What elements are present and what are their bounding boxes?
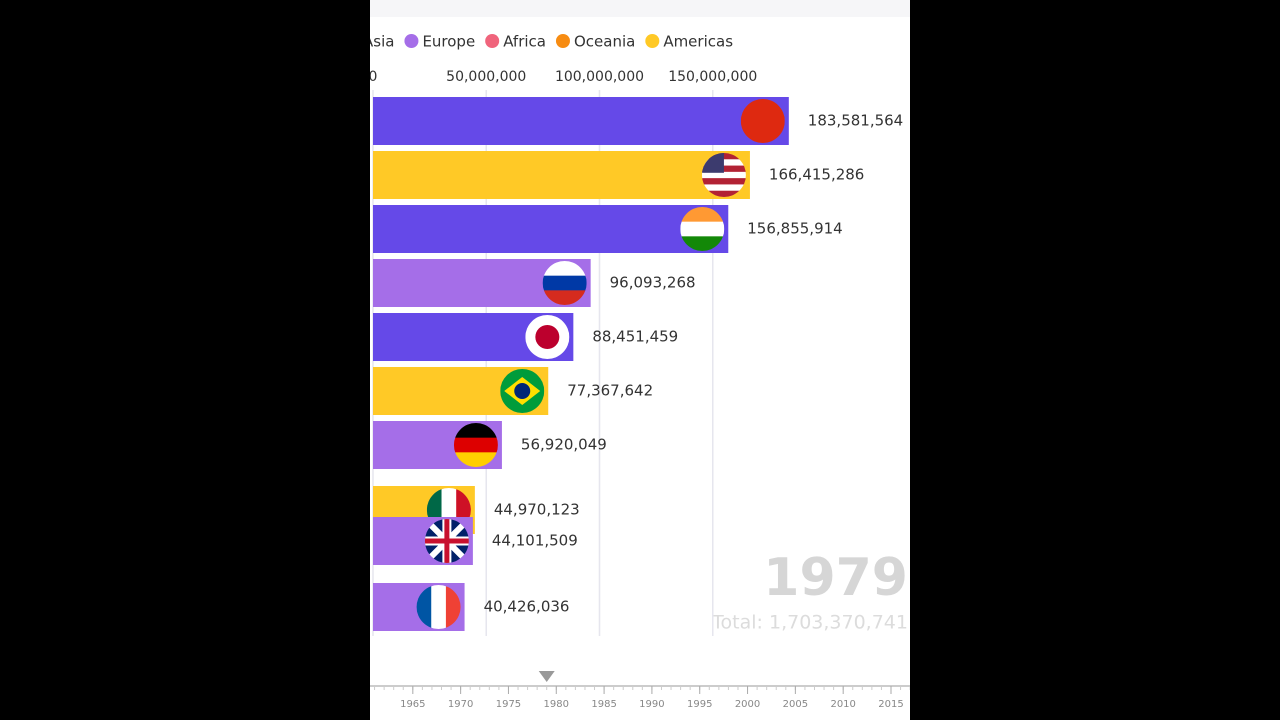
flag-band: [445, 585, 461, 629]
flag: [416, 585, 461, 629]
chart-panel: 1979 Total: 1,703,370,741 Asia Europe Afri…: [370, 0, 910, 720]
flag: [500, 369, 545, 413]
timeline-tick-label: 2005: [783, 699, 808, 710]
timeline-tick-label: 2010: [830, 699, 855, 710]
total-label: Total: 1,703,370,741: [711, 612, 908, 634]
flag-band: [701, 159, 746, 167]
legend-label: Europe: [422, 33, 475, 51]
value-label: 156,855,914: [747, 220, 842, 238]
flag-band: [680, 236, 725, 251]
bar: [373, 97, 789, 145]
flag-band: [542, 290, 587, 305]
legend-swatch: [645, 34, 660, 48]
legend-swatch: [555, 34, 570, 48]
value-label: 183,581,564: [808, 112, 903, 130]
flag-band: [542, 275, 587, 291]
flag-cross: [424, 519, 469, 563]
flag: [525, 315, 570, 359]
flag: [424, 519, 469, 563]
flag-globe: [514, 383, 531, 399]
chart: 1979 Total: 1,703,370,741 Asia Europe Afri…: [370, 0, 910, 710]
flag-band: [680, 207, 725, 223]
legend-label: Africa: [503, 33, 546, 51]
legend-label: Americas: [663, 33, 733, 51]
timeline-tick-label: 1965: [400, 699, 425, 710]
bar: [373, 205, 729, 253]
value-label: 56,920,049: [521, 436, 607, 454]
flag-band: [701, 165, 746, 173]
bar: [373, 151, 750, 199]
x-tick-label: 100,000,000: [555, 69, 644, 85]
timeline-tick-label: 1970: [448, 699, 473, 710]
flag: [740, 99, 785, 143]
legend-label: Oceania: [574, 33, 635, 51]
timeline-tick-label: 2015: [878, 699, 903, 710]
legend-swatch: [485, 34, 500, 48]
flag-band: [542, 261, 587, 277]
flag-sun: [535, 325, 560, 349]
x-tick-label: 50,000,000: [446, 69, 526, 85]
value-label: 44,101,509: [492, 532, 578, 550]
flag-band: [453, 423, 498, 439]
flag: [453, 423, 498, 467]
year-label: 1979: [763, 548, 908, 608]
value-label: 166,415,286: [769, 166, 864, 184]
timeline-tick-label: 2000: [735, 699, 760, 710]
timeline-tick-label: 1990: [639, 699, 664, 710]
flag-band: [680, 221, 725, 237]
x-tick-label: 150,000,000: [668, 69, 757, 85]
flag-band: [453, 437, 498, 453]
value-label: 77,367,642: [567, 382, 653, 400]
flag-band: [740, 99, 785, 143]
timeline-tick-label: 1980: [544, 699, 569, 710]
legend-label: Asia: [370, 33, 394, 51]
timeline-tick-label: 1985: [591, 699, 616, 710]
x-tick-label: 0: [370, 69, 377, 85]
value-label: 88,451,459: [592, 328, 678, 346]
flag: [542, 261, 587, 305]
timeline-tick-label: 1995: [687, 699, 712, 710]
value-label: 96,093,268: [610, 274, 696, 292]
flag-band: [701, 184, 746, 192]
timeline-tick-label: 1975: [496, 699, 521, 710]
flag-band: [701, 190, 746, 197]
flag-band: [701, 171, 746, 179]
flag: [680, 207, 725, 251]
legend-swatch: [404, 34, 419, 48]
timeline-marker: [538, 671, 555, 682]
value-label: 40,426,036: [484, 598, 570, 616]
flag-band: [453, 452, 498, 467]
flag-band: [431, 585, 447, 629]
value-label: 44,970,123: [494, 501, 580, 519]
flag-band: [701, 153, 746, 160]
flag-band: [701, 178, 746, 185]
flag-band: [416, 585, 432, 629]
top-strip: [370, 0, 910, 17]
